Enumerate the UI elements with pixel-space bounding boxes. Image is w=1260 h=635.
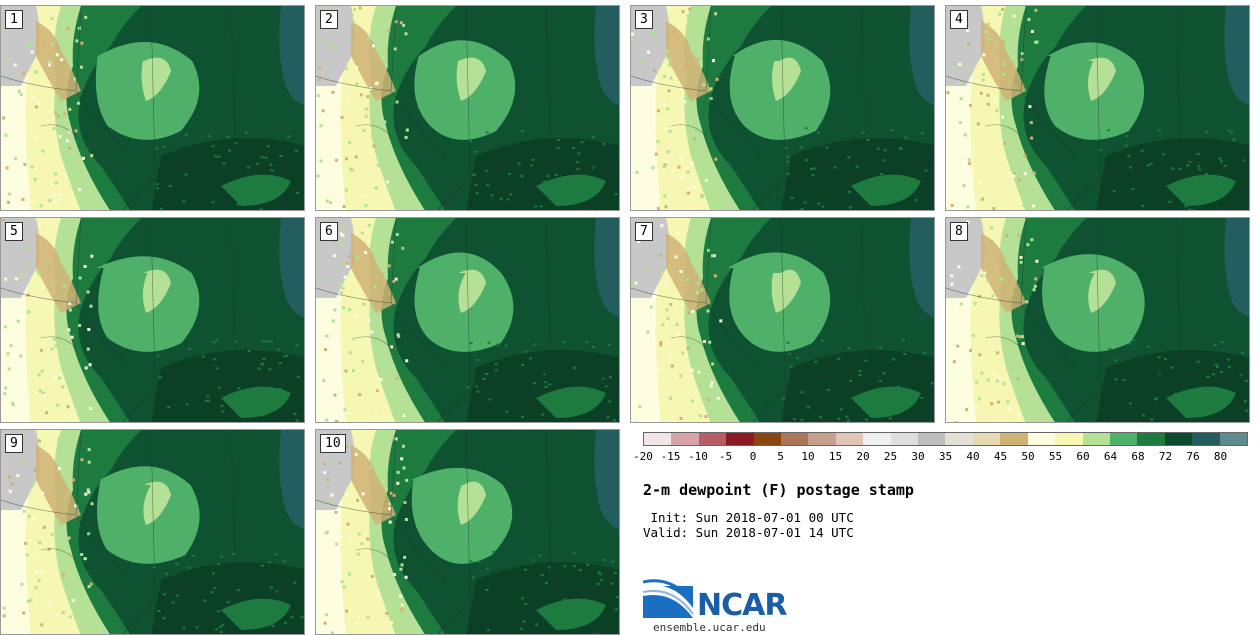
- ensemble-member-map: 5: [0, 217, 305, 423]
- ensemble-member-map: 8: [945, 217, 1250, 423]
- ensemble-member-map: 10: [315, 429, 620, 635]
- member-number-label: 5: [5, 222, 23, 241]
- colorbar-segment: [698, 433, 727, 445]
- member-number-label: 10: [320, 434, 346, 453]
- member-number-label: 2: [320, 10, 338, 29]
- colorbar-segment: [644, 433, 672, 445]
- ncar-logo-icon: [643, 579, 694, 618]
- colorbar-tick-label: 60: [1076, 450, 1090, 463]
- ensemble-member-map: 9: [0, 429, 305, 635]
- colorbar-segment: [781, 433, 809, 445]
- colorbar-tick-label: 55: [1048, 450, 1063, 463]
- colorbar-segment: [890, 433, 919, 445]
- ensemble-member-map: 1: [0, 5, 305, 211]
- colorbar-segment: [1000, 433, 1028, 445]
- colorbar-segment: [863, 433, 891, 445]
- colorbar-segment: [1109, 433, 1138, 445]
- colorbar-segment: [972, 433, 1001, 445]
- colorbar-tick-label: 50: [1021, 450, 1035, 463]
- colorbar-segment: [1192, 433, 1220, 445]
- colorbar-tick-label: 64: [1103, 450, 1118, 463]
- member-number-label: 4: [950, 10, 968, 29]
- colorbar-segment: [808, 433, 836, 445]
- colorbar-ticks: -20 -15 -10 -5 0 5 10 15 20 25 30 35 40 45 50 55 60 64 68 7…: [633, 450, 1248, 464]
- colorbar-tick-label: 45: [993, 450, 1008, 463]
- member-number-label: 8: [950, 222, 968, 241]
- colorbar-tick-label: 5: [777, 450, 784, 463]
- colorbar-tick-label: 30: [911, 450, 925, 463]
- colorbar: [643, 432, 1248, 446]
- member-number-label: 7: [635, 222, 653, 241]
- ensemble-member-map: 2: [315, 5, 620, 211]
- valid-time: Valid: Sun 2018-07-01 14 UTC: [643, 525, 854, 540]
- colorbar-tick-label: 25: [883, 450, 898, 463]
- colorbar-tick-label: 72: [1158, 450, 1173, 463]
- ensemble-member-map: 6: [315, 217, 620, 423]
- member-number-label: 9: [5, 434, 23, 453]
- colorbar-segment: [753, 433, 782, 445]
- colorbar-segment: [671, 433, 699, 445]
- colorbar-tick-label: 40: [966, 450, 980, 463]
- colorbar-tick-label: 15: [828, 450, 843, 463]
- colorbar-segment: [918, 433, 946, 445]
- ensemble-member-map: 7: [630, 217, 935, 423]
- member-number-label: 3: [635, 10, 653, 29]
- colorbar-tick-label: -15: [660, 450, 681, 463]
- member-number-label: 6: [320, 222, 338, 241]
- colorbar-segment: [945, 433, 973, 445]
- colorbar-segment: [1219, 433, 1247, 445]
- colorbar-segment: [1082, 433, 1110, 445]
- colorbar-segment: [835, 433, 864, 445]
- ensemble-member-map: 3: [630, 5, 935, 211]
- init-time: Init: Sun 2018-07-01 00 UTC: [643, 510, 854, 525]
- colorbar-segment: [1137, 433, 1165, 445]
- colorbar-tick-label: 76: [1186, 450, 1200, 463]
- colorbar-tick-label: 0: [749, 450, 757, 463]
- colorbar-tick-label: -20: [633, 450, 653, 463]
- colorbar-tick-label: -5: [718, 450, 733, 463]
- member-number-label: 1: [5, 10, 23, 29]
- logo-url: ensemble.ucar.edu: [653, 621, 766, 634]
- colorbar-tick-label: -10: [688, 450, 708, 463]
- colorbar-tick-label: 35: [938, 450, 953, 463]
- colorbar-segment: [726, 433, 754, 445]
- ensemble-member-map: 4: [945, 5, 1250, 211]
- colorbar-segment: [1164, 433, 1193, 445]
- chart-title: 2-m dewpoint (F) postage stamp: [643, 481, 914, 499]
- colorbar-tick-label: 80: [1213, 450, 1228, 463]
- ncar-logo-text: NCAR: [697, 588, 787, 623]
- colorbar-tick-label: 20: [856, 450, 870, 463]
- colorbar-tick-label: 68: [1131, 450, 1145, 463]
- colorbar-tick-label: 10: [801, 450, 815, 463]
- colorbar-segment: [1055, 433, 1083, 445]
- colorbar-segment: [1027, 433, 1056, 445]
